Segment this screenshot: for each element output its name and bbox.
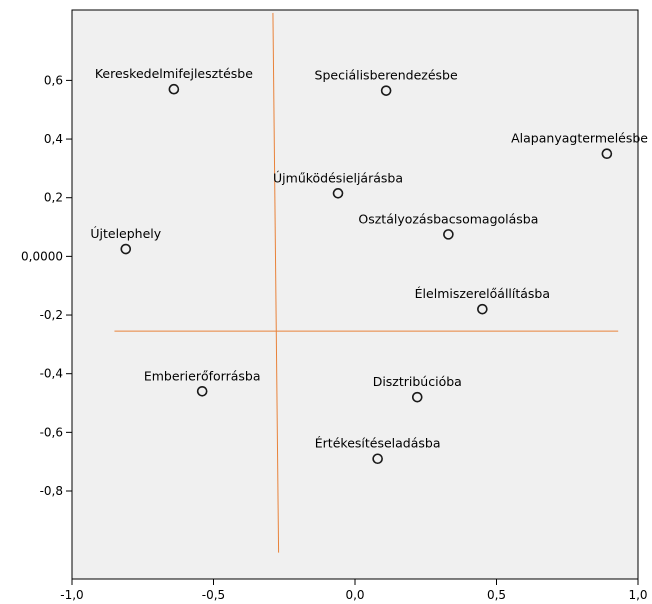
data-point-label: Disztribúcióba: [373, 374, 462, 389]
data-point-label: Alapanyagtermelésbe: [511, 131, 648, 146]
y-tick-label: 0,4: [44, 132, 63, 146]
data-point: [168, 83, 180, 95]
data-point-label: Osztályozásbacsomagolásba: [358, 211, 538, 226]
x-tick-label: 0,0: [345, 588, 364, 602]
y-tick-label: 0,0000: [21, 249, 63, 263]
y-tick-label: -0,4: [40, 367, 63, 381]
y-tick-label: -0,6: [40, 425, 63, 439]
data-point-label: Speciálisberendezésbe: [315, 68, 458, 83]
x-tick-label: 0,5: [487, 588, 506, 602]
reference-lines: [114, 12, 619, 553]
data-point: [411, 391, 423, 403]
x-tick-label: -1,0: [60, 588, 83, 602]
y-tick-label: -0,2: [40, 308, 63, 322]
y-tick-label: -0,8: [40, 484, 63, 498]
y-axis: 0,6 0,4 0,2 0,0000 -0,2 -0,4 -0,6 -0,8: [21, 73, 72, 498]
y-tick-label: 0,2: [44, 191, 63, 205]
data-point: [477, 303, 488, 315]
data-point: [196, 385, 208, 397]
data-point: [380, 85, 392, 96]
y-tick-label: 0,6: [44, 73, 63, 87]
plot-frame: [71, 9, 639, 580]
reference-line-vertical: [272, 12, 280, 553]
data-point: [601, 148, 613, 160]
x-axis: -1,0 -0,5 0,0 0,5 1,0: [60, 579, 648, 602]
data-point-label: Értékesítéseladásba: [315, 436, 441, 451]
data-points: Kereskedelmifejlesztésbe Speciálisberende…: [90, 66, 648, 465]
x-tick-label: -0,5: [202, 588, 225, 602]
x-tick-label: 1,0: [628, 588, 647, 602]
data-point: [372, 453, 383, 465]
data-point: [332, 188, 344, 199]
data-point-label: Újműködésieljárásba: [273, 170, 403, 185]
data-point-label: Élelmiszerelőállításba: [415, 286, 550, 301]
data-point-label: Újtelephely: [90, 226, 161, 241]
data-point: [120, 243, 132, 255]
data-point-label: Kereskedelmifejlesztésbe: [95, 66, 253, 81]
data-point: [443, 229, 454, 240]
plot-area: [72, 10, 638, 579]
data-point-label: Emberierőforrásba: [144, 368, 261, 383]
